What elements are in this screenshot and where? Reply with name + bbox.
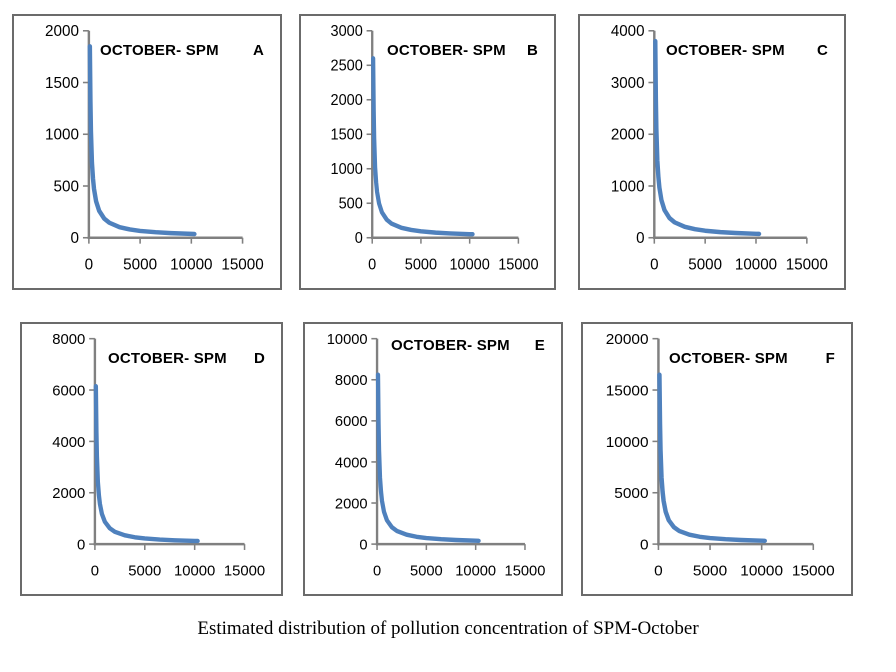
chart-canvas-f: 0 5000 10000 15000 20000 0 5000 10000 15000	[606, 331, 835, 580]
svg-text:2000: 2000	[52, 485, 85, 502]
chart-title-text: OCTOBER- SPM	[100, 42, 219, 59]
svg-text:1000: 1000	[331, 162, 363, 178]
chart-canvas-a: 0 500 1000 1500 2000 0 5000 10000 15000	[45, 23, 264, 273]
svg-text:1500: 1500	[331, 127, 363, 143]
chart-title-a: OCTOBER- SPM A	[100, 42, 264, 59]
svg-text:15000: 15000	[498, 257, 538, 273]
svg-text:1000: 1000	[45, 127, 79, 144]
chart-canvas-c: 0 1000 2000 3000 4000 0 5000 10000 15000	[611, 23, 828, 273]
chart-canvas-b: 0 500 1000 1500 2000 2500 3000 0 5000 10000 15000	[331, 24, 539, 273]
chart-panel-d: OCTOBER- SPM D 0 2000 4000 6000 8000 0 5000 100…	[20, 322, 283, 596]
svg-text:0: 0	[654, 563, 663, 580]
chart-panel-e: OCTOBER- SPM E 0 2000 4000 6000 8000 10000 0 50…	[303, 322, 563, 596]
chart-title-e: OCTOBER- SPM E	[391, 337, 545, 354]
svg-text:5000: 5000	[123, 256, 157, 273]
svg-text:15000: 15000	[221, 256, 263, 273]
svg-text:2000: 2000	[331, 93, 363, 109]
svg-text:0: 0	[91, 562, 99, 579]
figure-caption: Estimated distribution of pollution conc…	[197, 618, 699, 639]
svg-text:3000: 3000	[611, 75, 645, 92]
svg-text:10000: 10000	[740, 563, 783, 580]
svg-text:0: 0	[355, 231, 363, 247]
svg-text:0: 0	[373, 562, 381, 579]
svg-text:10000: 10000	[449, 257, 489, 273]
chart-panel-a: OCTOBER- SPM A 0 500 1000 1500 2000 0 5000 1000…	[12, 14, 282, 290]
chart-title-text: OCTOBER- SPM	[391, 337, 510, 354]
svg-text:4000: 4000	[611, 23, 645, 40]
chart-canvas-d: 0 2000 4000 6000 8000 0 5000 10000 15000	[52, 331, 265, 580]
chart-canvas-e: 0 2000 4000 6000 8000 10000 0 5000 10000 15000	[327, 331, 546, 580]
chart-title-c: OCTOBER- SPM C	[666, 42, 828, 59]
chart-title-text: OCTOBER- SPM	[108, 350, 227, 367]
svg-text:2500: 2500	[331, 58, 363, 74]
chart-title-text: OCTOBER- SPM	[387, 42, 506, 59]
chart-panel-letter: F	[825, 350, 835, 367]
svg-text:1000: 1000	[611, 178, 645, 195]
svg-text:0: 0	[85, 256, 93, 273]
svg-text:2000: 2000	[45, 23, 79, 40]
chart-title-text: OCTOBER- SPM	[669, 350, 788, 367]
svg-text:5000: 5000	[614, 485, 648, 502]
svg-text:0: 0	[636, 230, 644, 247]
chart-panel-letter: C	[816, 42, 828, 59]
svg-text:0: 0	[71, 230, 79, 247]
svg-text:15000: 15000	[606, 383, 649, 400]
svg-text:5000: 5000	[405, 257, 437, 273]
svg-text:0: 0	[359, 536, 367, 553]
svg-text:4000: 4000	[52, 434, 85, 451]
svg-text:500: 500	[54, 178, 79, 195]
svg-text:5000: 5000	[688, 256, 722, 273]
chart-panel-f: OCTOBER- SPM F 0 5000 10000 15000 20000 0 5000…	[581, 322, 853, 596]
svg-text:6000: 6000	[335, 413, 368, 430]
chart-panel-letter: B	[526, 42, 538, 59]
chart-title-text: OCTOBER- SPM	[666, 42, 785, 59]
chart-panel-letter: E	[534, 337, 545, 354]
svg-text:1500: 1500	[45, 75, 79, 92]
svg-text:10000: 10000	[327, 331, 368, 348]
svg-text:8000: 8000	[335, 372, 368, 389]
chart-title-b: OCTOBER- SPM B	[387, 42, 538, 59]
svg-text:10000: 10000	[455, 562, 496, 579]
svg-text:8000: 8000	[52, 331, 85, 348]
svg-text:15000: 15000	[224, 562, 265, 579]
svg-text:10000: 10000	[170, 256, 212, 273]
svg-text:5000: 5000	[410, 562, 443, 579]
chart-title-f: OCTOBER- SPM F	[669, 350, 835, 367]
svg-text:2000: 2000	[335, 495, 368, 512]
svg-text:0: 0	[77, 536, 85, 553]
svg-text:0: 0	[650, 256, 658, 273]
svg-text:500: 500	[339, 196, 363, 212]
svg-text:20000: 20000	[606, 331, 649, 348]
chart-panel-letter: A	[252, 42, 264, 59]
svg-text:15000: 15000	[792, 563, 835, 580]
svg-text:0: 0	[368, 257, 376, 273]
svg-text:10000: 10000	[174, 562, 215, 579]
svg-text:15000: 15000	[505, 562, 546, 579]
svg-text:2000: 2000	[611, 127, 645, 144]
svg-text:5000: 5000	[693, 563, 727, 580]
svg-text:15000: 15000	[786, 256, 828, 273]
svg-text:6000: 6000	[52, 382, 85, 399]
svg-text:3000: 3000	[331, 24, 363, 40]
chart-title-d: OCTOBER- SPM D	[108, 350, 265, 367]
svg-text:4000: 4000	[335, 454, 368, 471]
svg-text:10000: 10000	[735, 256, 777, 273]
chart-panel-b: OCTOBER- SPM B 0 500 1000 1500 2000 2500 3000 0…	[299, 14, 556, 290]
svg-text:5000: 5000	[128, 562, 161, 579]
svg-text:0: 0	[640, 537, 649, 554]
chart-panel-letter: D	[253, 350, 265, 367]
chart-panel-c: OCTOBER- SPM C 0 1000 2000 3000 4000 0 5000 100…	[578, 14, 846, 290]
svg-text:10000: 10000	[606, 434, 649, 451]
